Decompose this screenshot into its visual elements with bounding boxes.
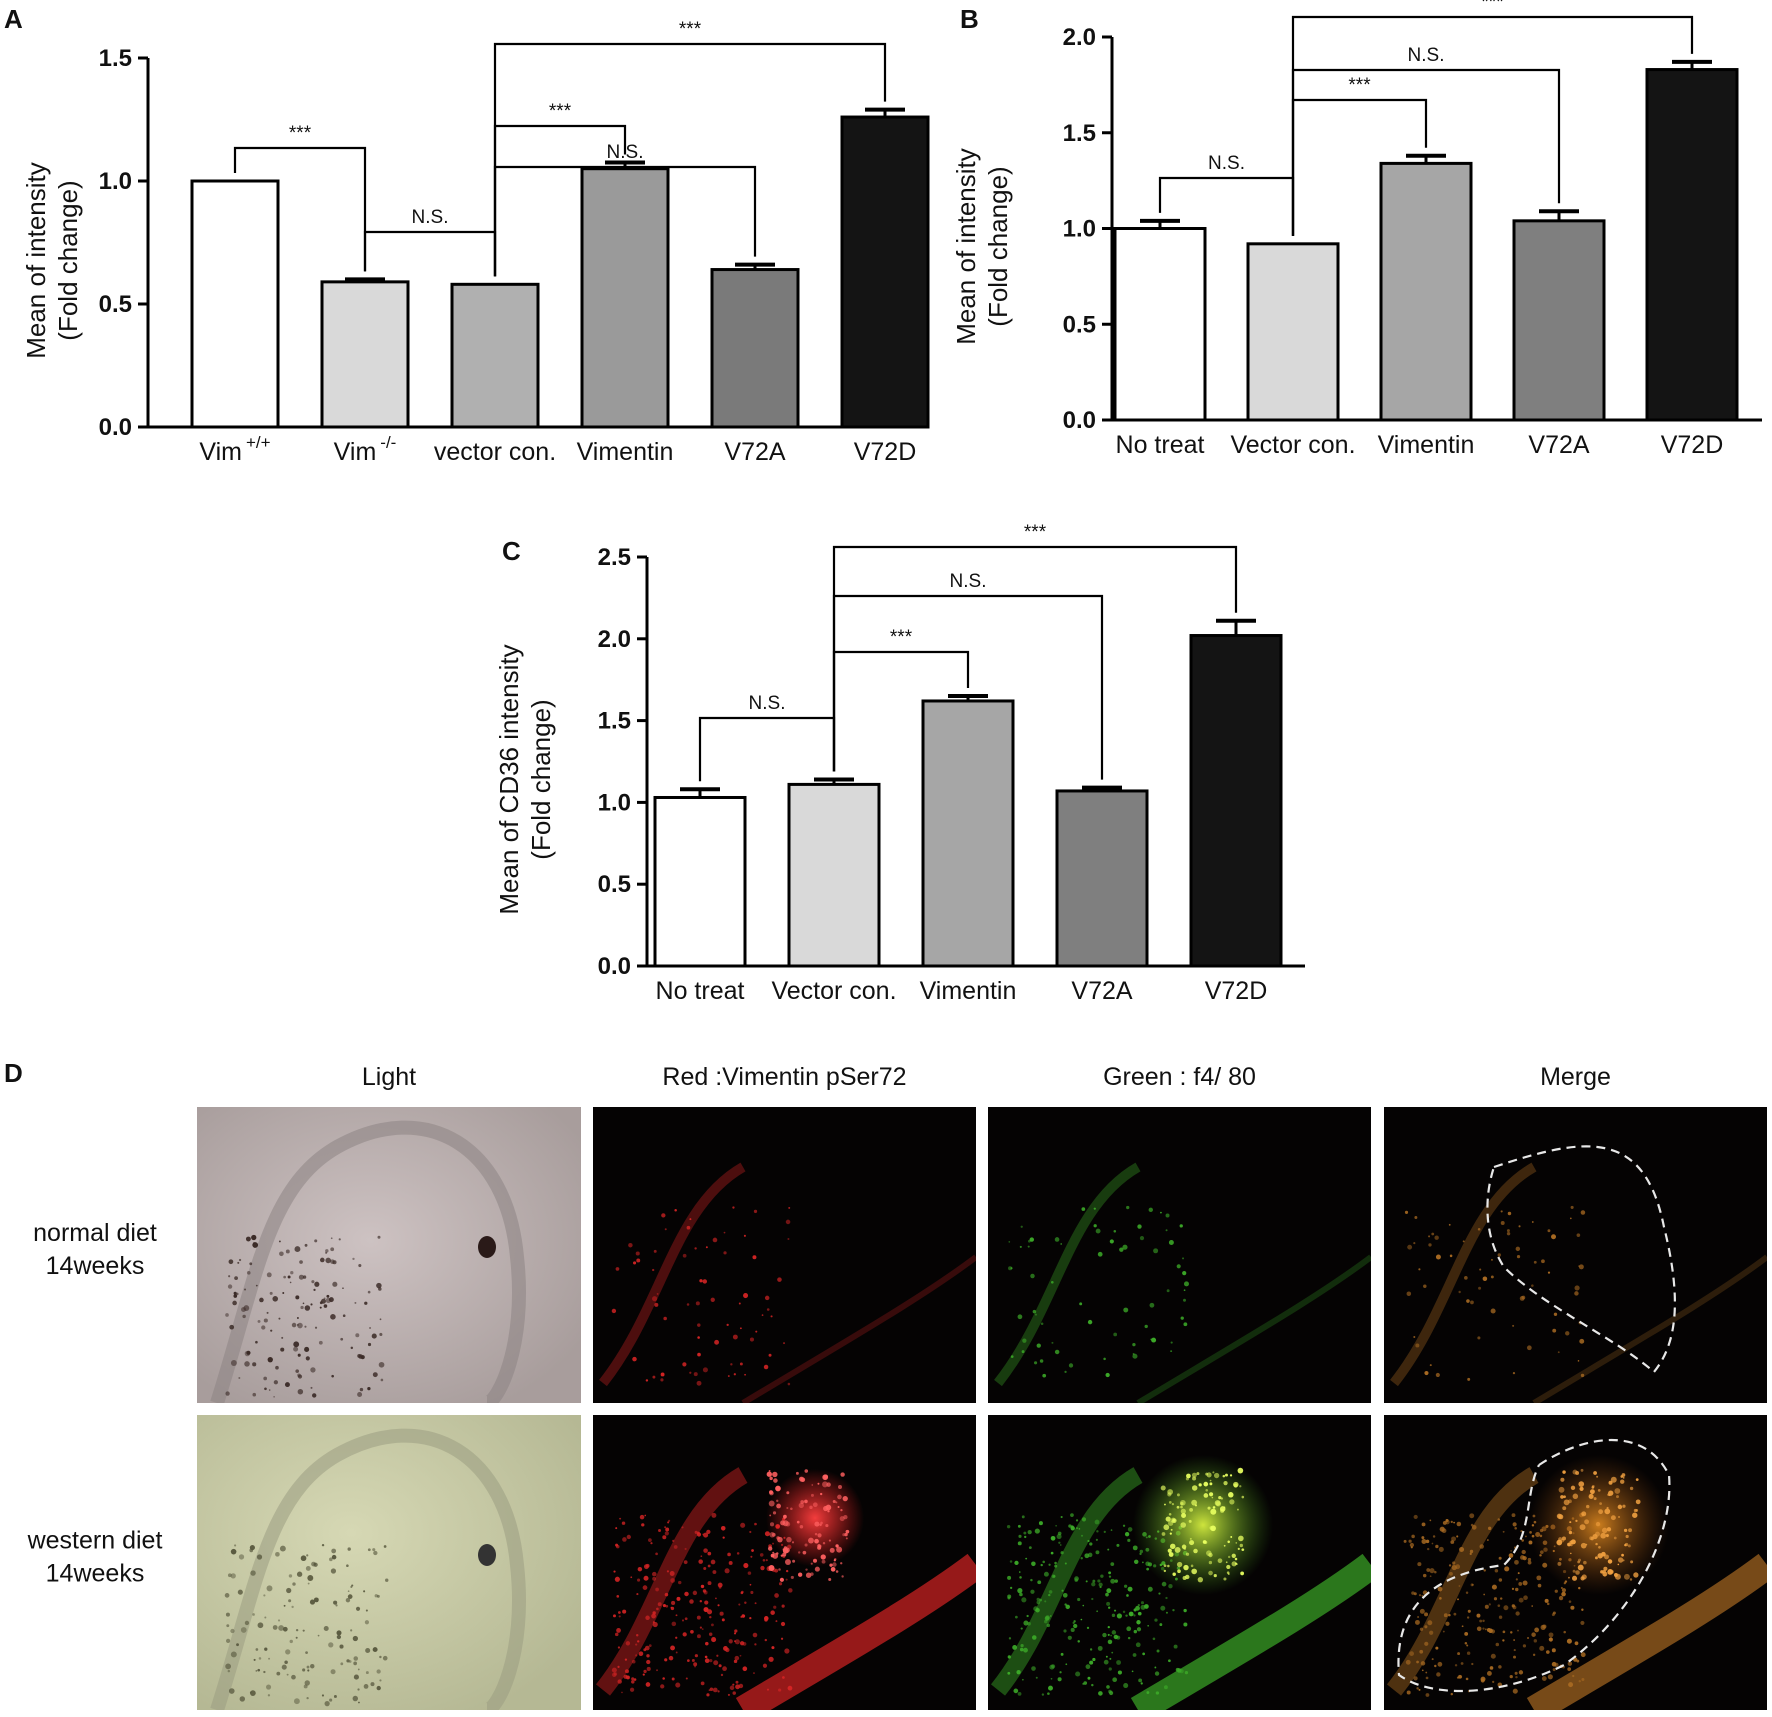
y-tick-label: 0.5 [99, 291, 132, 318]
significance-label: *** [679, 19, 702, 40]
bar [1246, 242, 1340, 422]
x-tick-label: V72D [1205, 977, 1268, 1005]
significance-label: *** [1348, 75, 1371, 96]
significance-label: N.S. [607, 142, 644, 163]
significance-bracket [493, 42, 887, 277]
row-header: 14weeks [46, 1560, 145, 1588]
x-tick-label: Vimentin [577, 438, 674, 466]
row-header: 14weeks [46, 1252, 145, 1280]
bar [921, 699, 1015, 968]
y-tick-label: 0.0 [1063, 407, 1096, 434]
red-channel-micrograph [593, 1107, 976, 1403]
bar [190, 179, 280, 429]
significance-label: *** [1481, 0, 1504, 13]
y-tick-label: 1.0 [598, 789, 631, 816]
bar [710, 268, 800, 429]
significance-label: N.S. [950, 571, 987, 592]
x-tick-label: V72A [1071, 977, 1132, 1005]
chart-panel-a: A 0.0 0.5 1.0 1.5 Mean of intensity (Fold chan… [4, 4, 930, 466]
merge-micrograph [1384, 1107, 1767, 1403]
bar [1512, 219, 1606, 422]
y-tick-label: 0.5 [1063, 311, 1096, 338]
y-tick-label: 0.0 [598, 953, 631, 980]
y-tick-label: 1.0 [1063, 216, 1096, 243]
panel-d-micrographs: D Light Red :Vimentin pSer72 Green : f4/ 80… [4, 1058, 1767, 1710]
y-axis-label: (Fold change) [526, 699, 556, 859]
bar [1055, 789, 1149, 968]
x-tick-label: Vim -/- [334, 433, 397, 466]
significance-label: *** [289, 123, 312, 144]
y-tick-label: 2.0 [1063, 24, 1096, 51]
significance-bracket [233, 146, 367, 272]
column-header: Light [362, 1063, 416, 1091]
significance-label: N.S. [1408, 45, 1445, 66]
bar [1645, 68, 1739, 422]
y-axis-label: Mean of intensity [21, 162, 51, 359]
green-channel-micrograph [988, 1415, 1371, 1710]
significance-bracket [832, 545, 1238, 772]
x-tick-label: Vimentin [920, 977, 1017, 1005]
y-tick-label: 1.5 [598, 708, 631, 735]
bar [840, 115, 930, 429]
x-tick-label: vector con. [434, 438, 556, 466]
bar [653, 795, 747, 968]
dashed-outline [1397, 1438, 1671, 1693]
bar [450, 282, 540, 429]
significance-label: *** [890, 627, 913, 648]
row-header: western diet [27, 1527, 163, 1555]
significance-label: N.S. [749, 693, 786, 714]
x-tick-label: V72D [854, 438, 917, 466]
panel-letter: B [960, 4, 979, 34]
x-tick-label: Vim +/+ [199, 433, 270, 466]
x-tick-label: No treat [1116, 431, 1205, 459]
y-tick-label: 0.0 [99, 414, 132, 441]
y-tick-label: 0.5 [598, 871, 631, 898]
column-header: Merge [1540, 1063, 1611, 1091]
bar [1113, 227, 1207, 422]
panel-letter: C [502, 536, 521, 566]
y-axis-label: (Fold change) [53, 180, 83, 340]
column-header: Green : f4/ 80 [1103, 1063, 1256, 1091]
significance-bracket [698, 716, 836, 782]
dashed-outline [1486, 1145, 1677, 1374]
significance-bracket [363, 230, 497, 277]
bar [580, 167, 670, 429]
panel-letter: A [4, 4, 23, 34]
x-tick-label: V72A [1528, 431, 1589, 459]
column-header: Red :Vimentin pSer72 [662, 1063, 906, 1091]
chart-panel-c: C 0.0 0.5 1.0 1.5 2.0 2.5 Mean of CD36 intensit… [494, 522, 1305, 1005]
x-tick-label: Vector con. [1230, 431, 1355, 459]
light-micrograph [197, 1107, 581, 1403]
y-axis-label: (Fold change) [983, 166, 1013, 326]
bar [320, 280, 410, 429]
x-tick-label: No treat [656, 977, 745, 1005]
bar [1189, 634, 1283, 968]
x-tick-label: Vector con. [771, 977, 896, 1005]
y-tick-label: 1.5 [1063, 120, 1096, 147]
green-channel-micrograph [988, 1107, 1371, 1403]
y-tick-label: 1.0 [99, 168, 132, 195]
panel-letter: D [4, 1058, 23, 1088]
x-tick-label: V72A [724, 438, 785, 466]
red-channel-micrograph [593, 1415, 976, 1710]
significance-label: N.S. [412, 207, 449, 228]
bar [1379, 161, 1473, 422]
y-axis-label: Mean of intensity [951, 148, 981, 345]
merge-micrograph [1384, 1415, 1767, 1710]
significance-label: N.S. [1208, 153, 1245, 174]
x-tick-label: Vimentin [1378, 431, 1475, 459]
y-tick-label: 2.5 [598, 544, 631, 571]
y-axis-label: Mean of CD36 intensity [494, 644, 524, 914]
light-micrograph [197, 1415, 581, 1710]
y-tick-label: 2.0 [598, 626, 631, 653]
chart-panel-b: B 0.0 0.5 1.0 1.5 2.0 Mean of intensity (Fold c… [951, 0, 1762, 459]
x-tick-label: V72D [1661, 431, 1724, 459]
y-tick-label: 1.5 [99, 45, 132, 72]
row-header: normal diet [33, 1219, 157, 1247]
bar [787, 782, 881, 968]
significance-bracket [1291, 15, 1694, 236]
significance-label: *** [1024, 522, 1047, 543]
significance-label: *** [549, 101, 572, 122]
